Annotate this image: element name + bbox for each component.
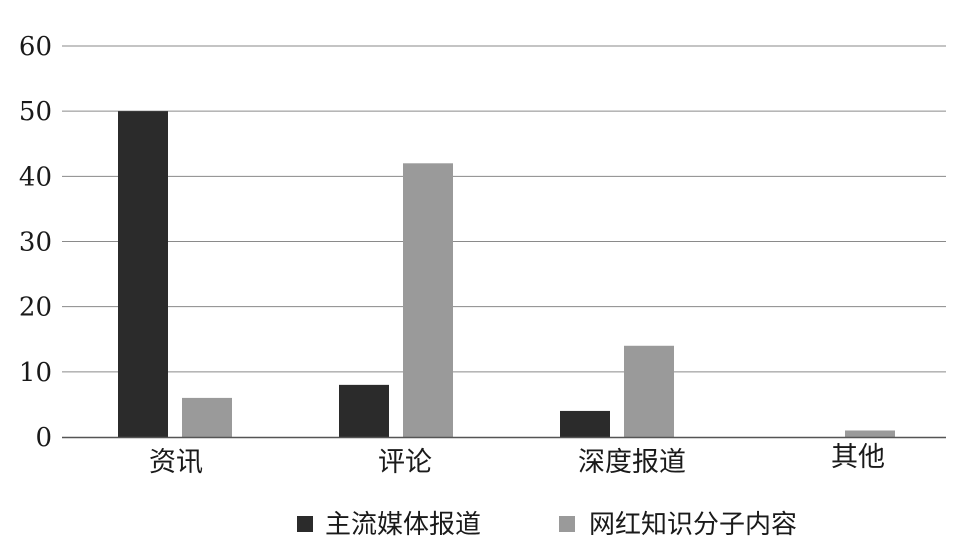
bar-series-2-2 xyxy=(624,345,674,437)
x-tick-label: 资讯 xyxy=(149,447,203,478)
x-tick-label: 深度报道 xyxy=(578,447,686,478)
x-tick-label: 评论 xyxy=(378,447,432,478)
y-tick-label: 50 xyxy=(19,97,52,127)
y-tick-label: 10 xyxy=(19,358,52,388)
x-axis-tick-labels: 资讯 评论 深度报道 其他 xyxy=(149,442,885,478)
legend: 主流媒体报道 网红知识分子内容 xyxy=(297,510,797,540)
bar-series-2-0 xyxy=(182,397,232,437)
legend-label: 主流媒体报道 xyxy=(325,510,481,540)
grid-lines xyxy=(62,45,946,373)
bars xyxy=(118,111,895,438)
legend-swatch xyxy=(559,516,575,532)
bar-series-1-0 xyxy=(118,111,168,438)
bar-series-2-3 xyxy=(845,430,895,437)
y-tick-label: 40 xyxy=(19,162,52,192)
bar-series-1-1 xyxy=(339,384,389,437)
bar-series-2-1 xyxy=(403,163,453,438)
x-tick-label: 其他 xyxy=(831,442,885,473)
y-tick-label: 0 xyxy=(35,423,52,453)
legend-swatch xyxy=(297,516,313,532)
bar-series-1-2 xyxy=(560,410,610,437)
y-axis-tick-labels: 0 10 20 30 40 50 60 xyxy=(19,32,52,453)
y-tick-label: 60 xyxy=(19,32,52,62)
y-tick-label: 20 xyxy=(19,293,52,323)
y-tick-label: 30 xyxy=(19,228,52,258)
legend-label: 网红知识分子内容 xyxy=(589,510,797,540)
